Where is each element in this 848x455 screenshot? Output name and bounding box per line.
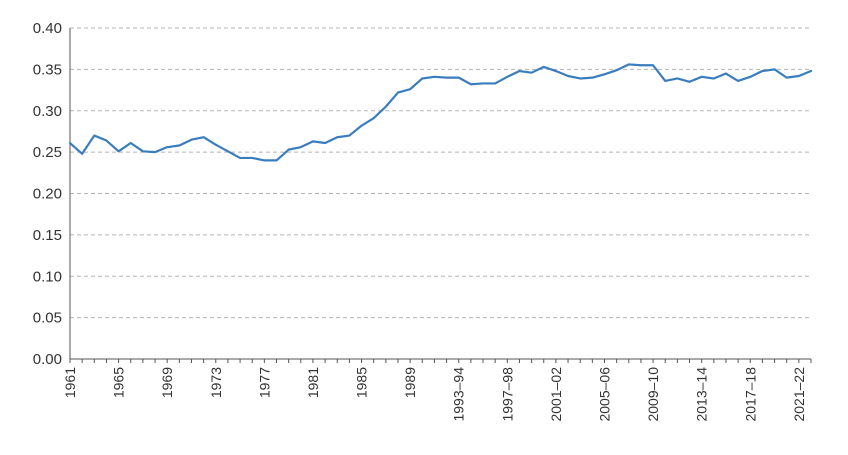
x-tick-label: 1997–98 <box>499 367 515 422</box>
x-tick-label: 2005–06 <box>596 367 612 422</box>
x-tick-label: 2021–22 <box>791 367 807 422</box>
x-tick-label: 1961 <box>62 367 78 398</box>
x-tick-label: 1993–94 <box>451 367 467 422</box>
x-tick-label: 1973 <box>208 367 224 398</box>
series-layer <box>68 63 813 162</box>
y-tick-label: 0.10 <box>33 268 62 285</box>
y-tick-label: 0.40 <box>33 20 62 37</box>
x-tick-label: 2001–02 <box>548 367 564 422</box>
x-tick-label: 1989 <box>402 367 418 398</box>
x-tick-label: 2013–14 <box>694 367 710 422</box>
x-tick-label: 1985 <box>354 367 370 398</box>
y-tick-label: 0.20 <box>33 186 62 203</box>
x-tick-label: 1965 <box>111 367 127 398</box>
series-line-0 <box>68 63 813 162</box>
x-tick-label: 2017–18 <box>742 367 758 422</box>
y-tick-label: 0.15 <box>33 227 62 244</box>
y-tick-label: 0.25 <box>33 144 62 161</box>
x-tick-label: 1969 <box>159 367 175 398</box>
y-axis-ticks: 0.00 0.05 0.10 0.15 0.20 0.25 0.30 0.35 0.40 <box>33 20 62 368</box>
y-tick-label: 0.00 <box>33 351 62 368</box>
axes <box>69 28 812 363</box>
x-tick-label: 1977 <box>256 367 272 398</box>
gridlines <box>70 27 811 319</box>
x-tick-label: 2009–10 <box>645 367 661 422</box>
y-tick-label: 0.05 <box>33 310 62 327</box>
y-tick-label: 0.35 <box>33 61 62 78</box>
x-tick-label: 1981 <box>305 367 321 398</box>
x-axis-ticks: 1961 1965 1969 1973 1977 1981 1985 1989 1993–94 1… <box>62 367 807 422</box>
y-tick-label: 0.30 <box>33 103 62 120</box>
